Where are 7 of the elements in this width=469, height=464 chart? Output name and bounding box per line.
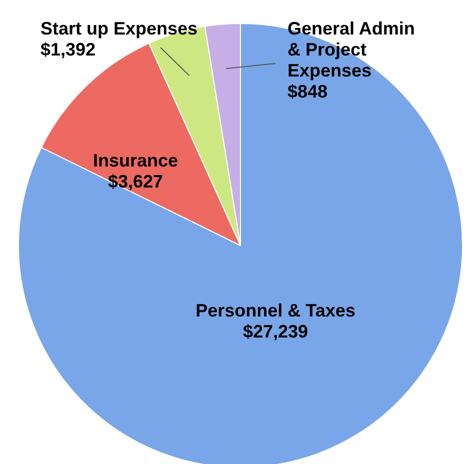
data-label: $3,627 xyxy=(108,172,164,192)
data-label: $27,239 xyxy=(242,322,308,342)
slice-label: Insurance xyxy=(92,150,178,170)
slice-label: Personnel & Taxes xyxy=(196,300,356,320)
slice-label: Start up Expenses xyxy=(40,18,198,38)
data-label: $848 xyxy=(288,82,328,102)
data-label: $1,392 xyxy=(40,40,96,60)
